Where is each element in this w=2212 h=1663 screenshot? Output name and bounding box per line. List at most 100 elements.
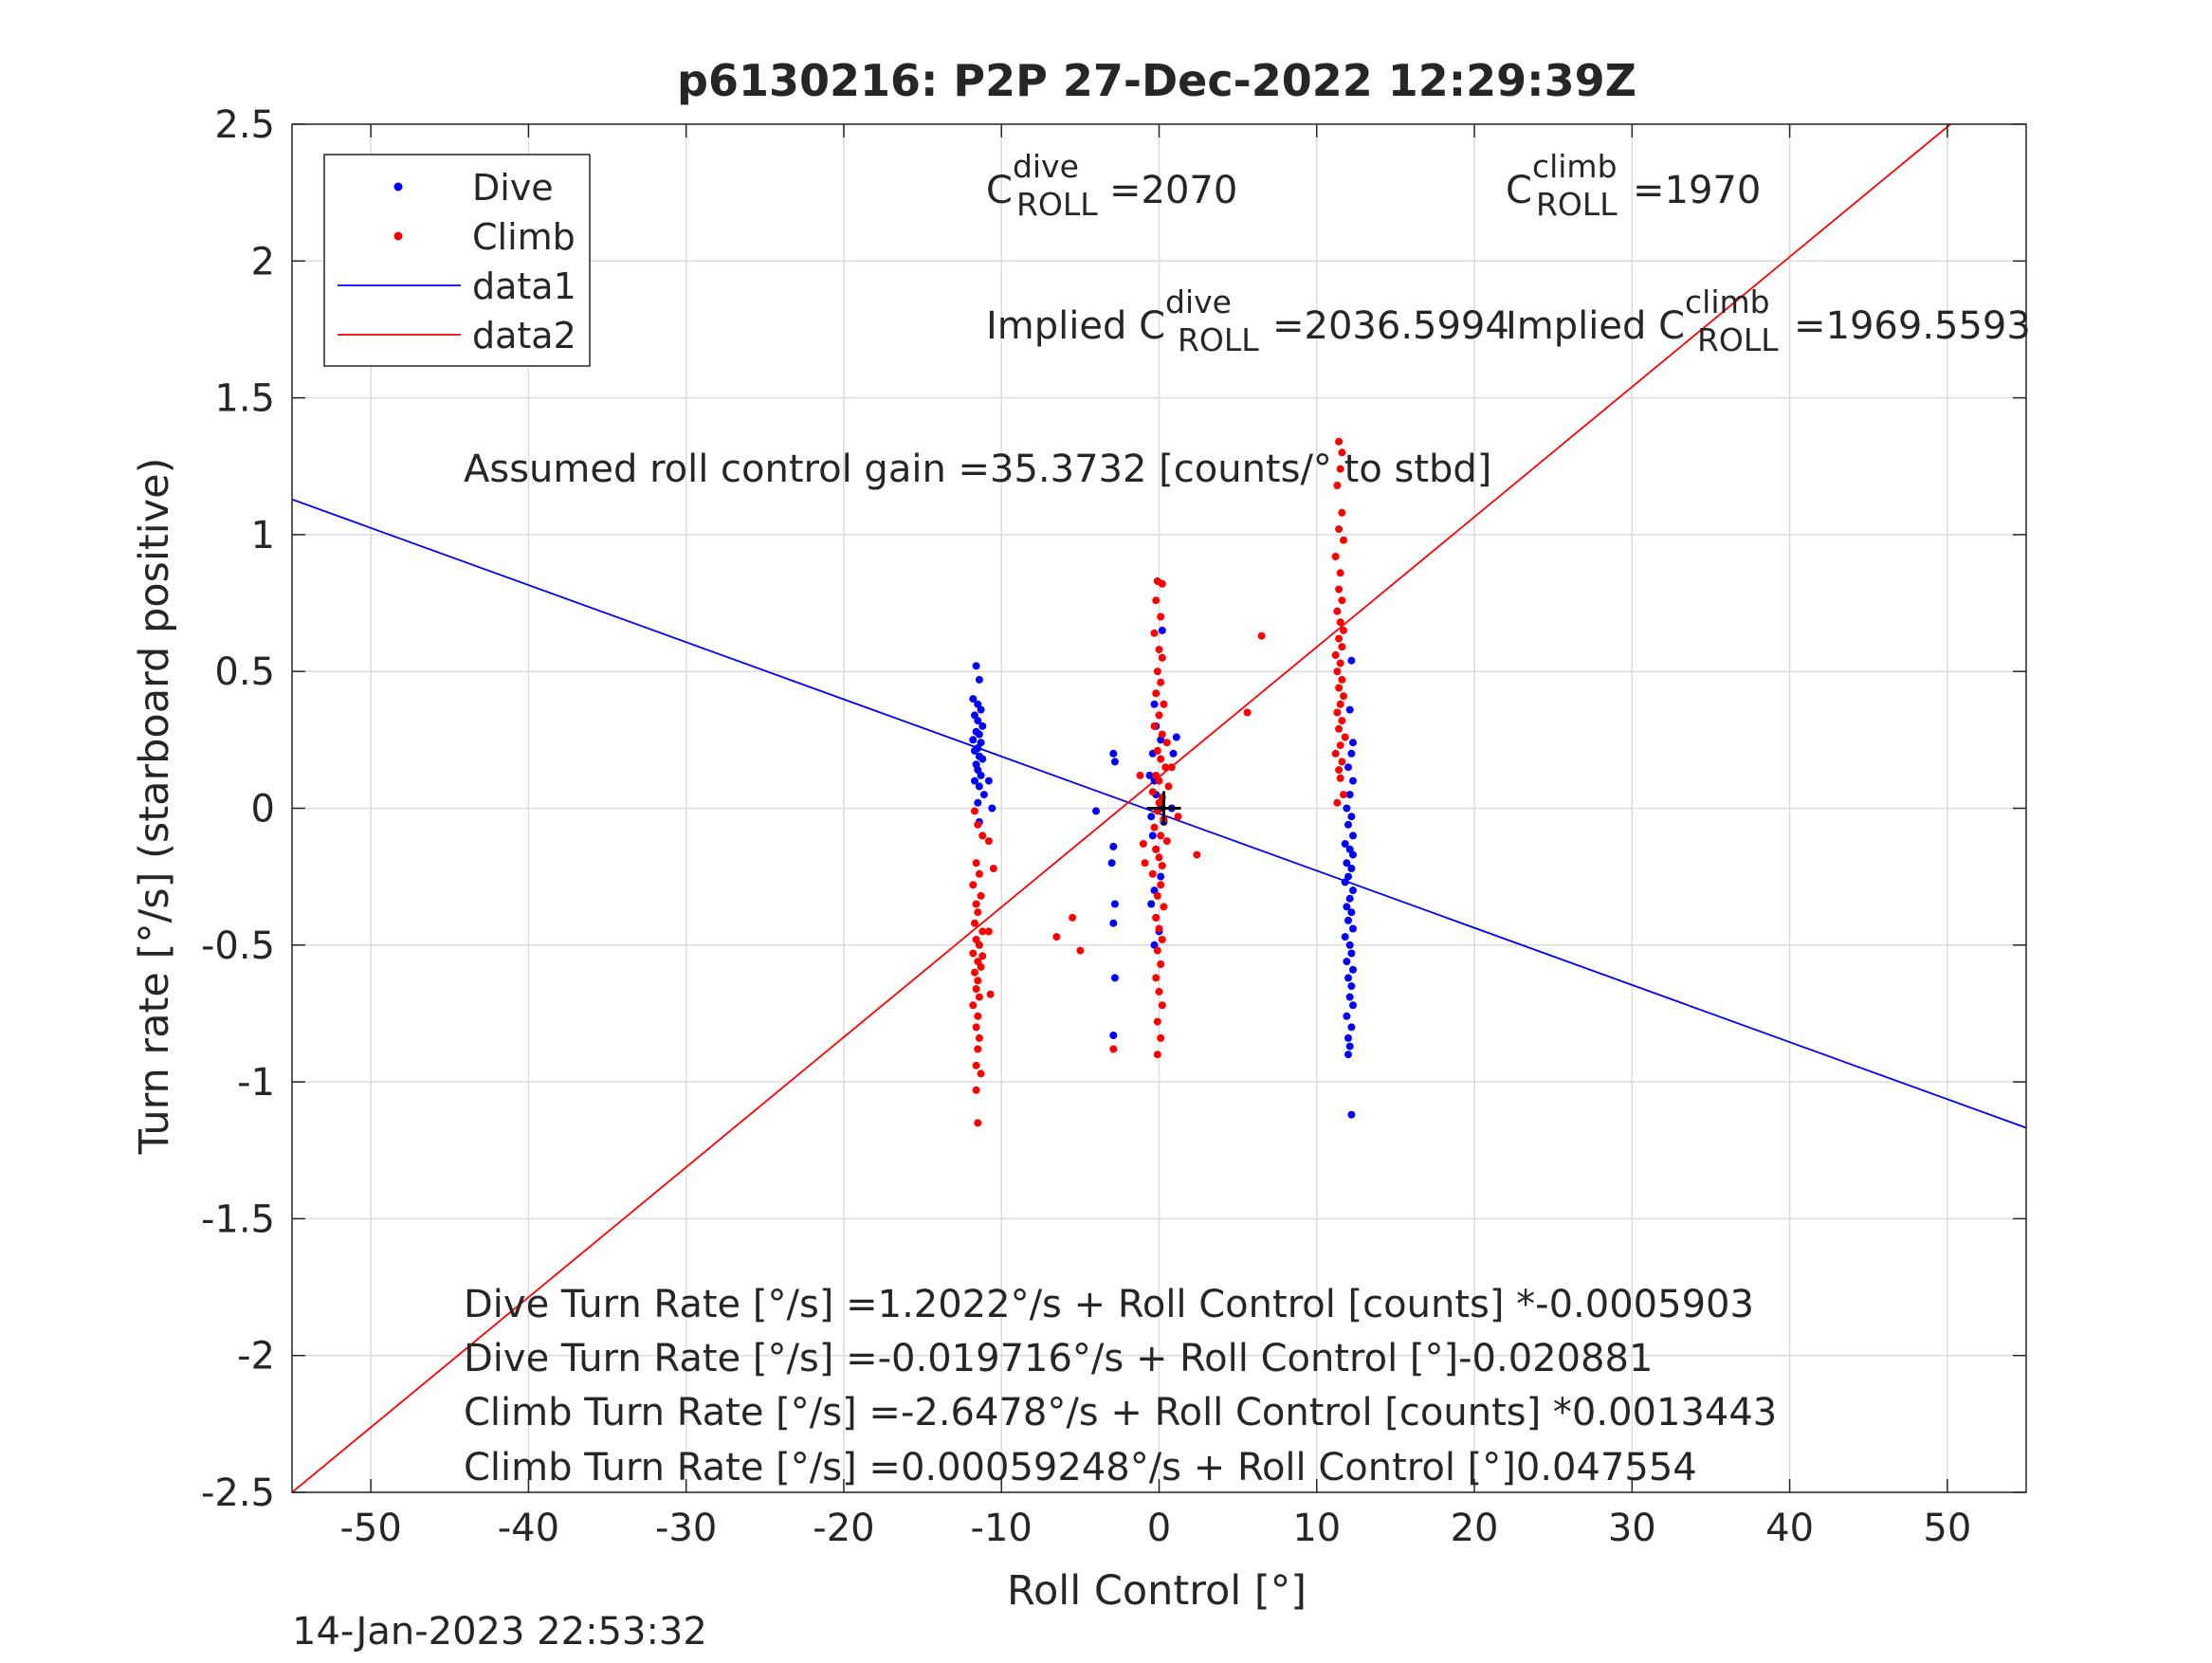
climb-point [1340, 536, 1347, 544]
climb-point [1340, 791, 1347, 799]
dive-point [1145, 771, 1154, 779]
climb-point [978, 927, 987, 936]
dive-point [1344, 872, 1352, 881]
dive-point [1110, 900, 1119, 908]
climb-point [1336, 465, 1344, 473]
x-tick-label: 50 [1923, 1507, 1971, 1550]
dive-point [1110, 758, 1119, 766]
climb-point [1174, 813, 1182, 821]
climb-point [1157, 755, 1165, 763]
dive-point [1347, 656, 1356, 665]
climb-point [974, 820, 982, 829]
c-roll-dive-annotation: Cdive ROLL =2070 [986, 148, 1237, 223]
climb-point [972, 985, 980, 993]
dive-point [972, 662, 980, 670]
x-tick-label: 20 [1451, 1507, 1499, 1550]
legend-marker-dive [393, 182, 403, 192]
climb-point [1336, 741, 1344, 750]
climb-point [974, 1045, 982, 1053]
dive-point [969, 695, 978, 704]
dive-point [1092, 807, 1100, 815]
dive-point [975, 782, 983, 791]
x-tick-label: -20 [813, 1507, 874, 1550]
climb-point [1193, 850, 1201, 859]
x-tick-label: 10 [1292, 1507, 1341, 1550]
climb-point [1152, 913, 1161, 922]
climb-point [1076, 946, 1085, 955]
climb-point [1331, 749, 1340, 758]
climb-point [1335, 634, 1344, 643]
dive-point [984, 777, 993, 785]
dive-point [1107, 859, 1116, 868]
x-tick-label: 40 [1765, 1507, 1814, 1550]
dive-point [974, 717, 982, 725]
scatter-points [969, 437, 1357, 1127]
climb-point [1109, 1045, 1118, 1053]
climb-point [1340, 626, 1347, 634]
x-tick-label: -10 [971, 1507, 1033, 1550]
climb-point [1153, 1017, 1161, 1026]
climb-point [975, 869, 983, 878]
c-roll-dive-sub: ROLL [1016, 186, 1098, 223]
dive-point [971, 746, 978, 755]
dive-point [1343, 804, 1351, 813]
climb-point [1338, 758, 1346, 766]
climb-point [977, 891, 985, 900]
implied-climb-sup: climb [1685, 283, 1770, 320]
climb-point [1153, 667, 1161, 676]
climb-point [1155, 924, 1163, 933]
climb-point [1160, 903, 1168, 911]
dive-point [1344, 974, 1352, 982]
climb-point [1333, 607, 1342, 615]
climb-point [1333, 708, 1342, 717]
dive-point [1347, 749, 1356, 758]
x-tick-label: 0 [1147, 1507, 1171, 1550]
dive-point [977, 739, 985, 747]
climb-point [972, 1023, 980, 1032]
legend-label-data2: data2 [472, 315, 576, 356]
dive-point [1345, 993, 1354, 1001]
climb-point [1158, 936, 1166, 943]
dive-point [1343, 859, 1351, 868]
implied-dive-value: =2036.5994 [1272, 304, 1509, 348]
legend-label-dive: Dive [472, 167, 554, 209]
climb-point [989, 865, 997, 872]
dive-point [1345, 705, 1354, 714]
climb-point [977, 962, 985, 971]
climb-point [1152, 974, 1161, 982]
dive-point [1109, 919, 1118, 927]
dive-point [969, 736, 978, 744]
dive-point [1343, 958, 1351, 966]
dive-point [1349, 965, 1357, 974]
dive-point [1347, 1110, 1356, 1119]
c-roll-climb-prefix: C [1506, 169, 1532, 212]
climb-point [1150, 722, 1159, 730]
dive-point [1347, 813, 1356, 821]
legend-label-data1: data1 [472, 265, 576, 307]
dive-point [977, 771, 985, 779]
climb-point [1153, 1051, 1161, 1059]
dive-point [971, 777, 978, 785]
dive-point [1147, 813, 1156, 821]
climb-point [1052, 933, 1061, 941]
y-tick-label: -1 [237, 1061, 275, 1105]
climb-point [1158, 653, 1166, 662]
y-tick-label: 1 [251, 514, 275, 557]
climb-point [1160, 700, 1168, 708]
dive-point [1349, 1001, 1357, 1010]
climb-point [1340, 692, 1347, 701]
climb-point [984, 837, 993, 846]
dive-point [1344, 1033, 1352, 1042]
dive-point [1349, 832, 1357, 840]
climb-point [1333, 667, 1342, 676]
implied-climb-annotation: Implied Cclimb ROLL =1969.5593 [1506, 283, 2031, 358]
climb-point [1150, 629, 1159, 637]
climb-point [1157, 678, 1165, 686]
c-roll-climb-value: =1970 [1633, 169, 1761, 212]
dive-point [978, 722, 987, 730]
climb-point [1155, 987, 1163, 996]
footer-timestamp: 14-Jan-2023 22:53:32 [292, 1610, 707, 1654]
dive-point [1347, 982, 1356, 991]
